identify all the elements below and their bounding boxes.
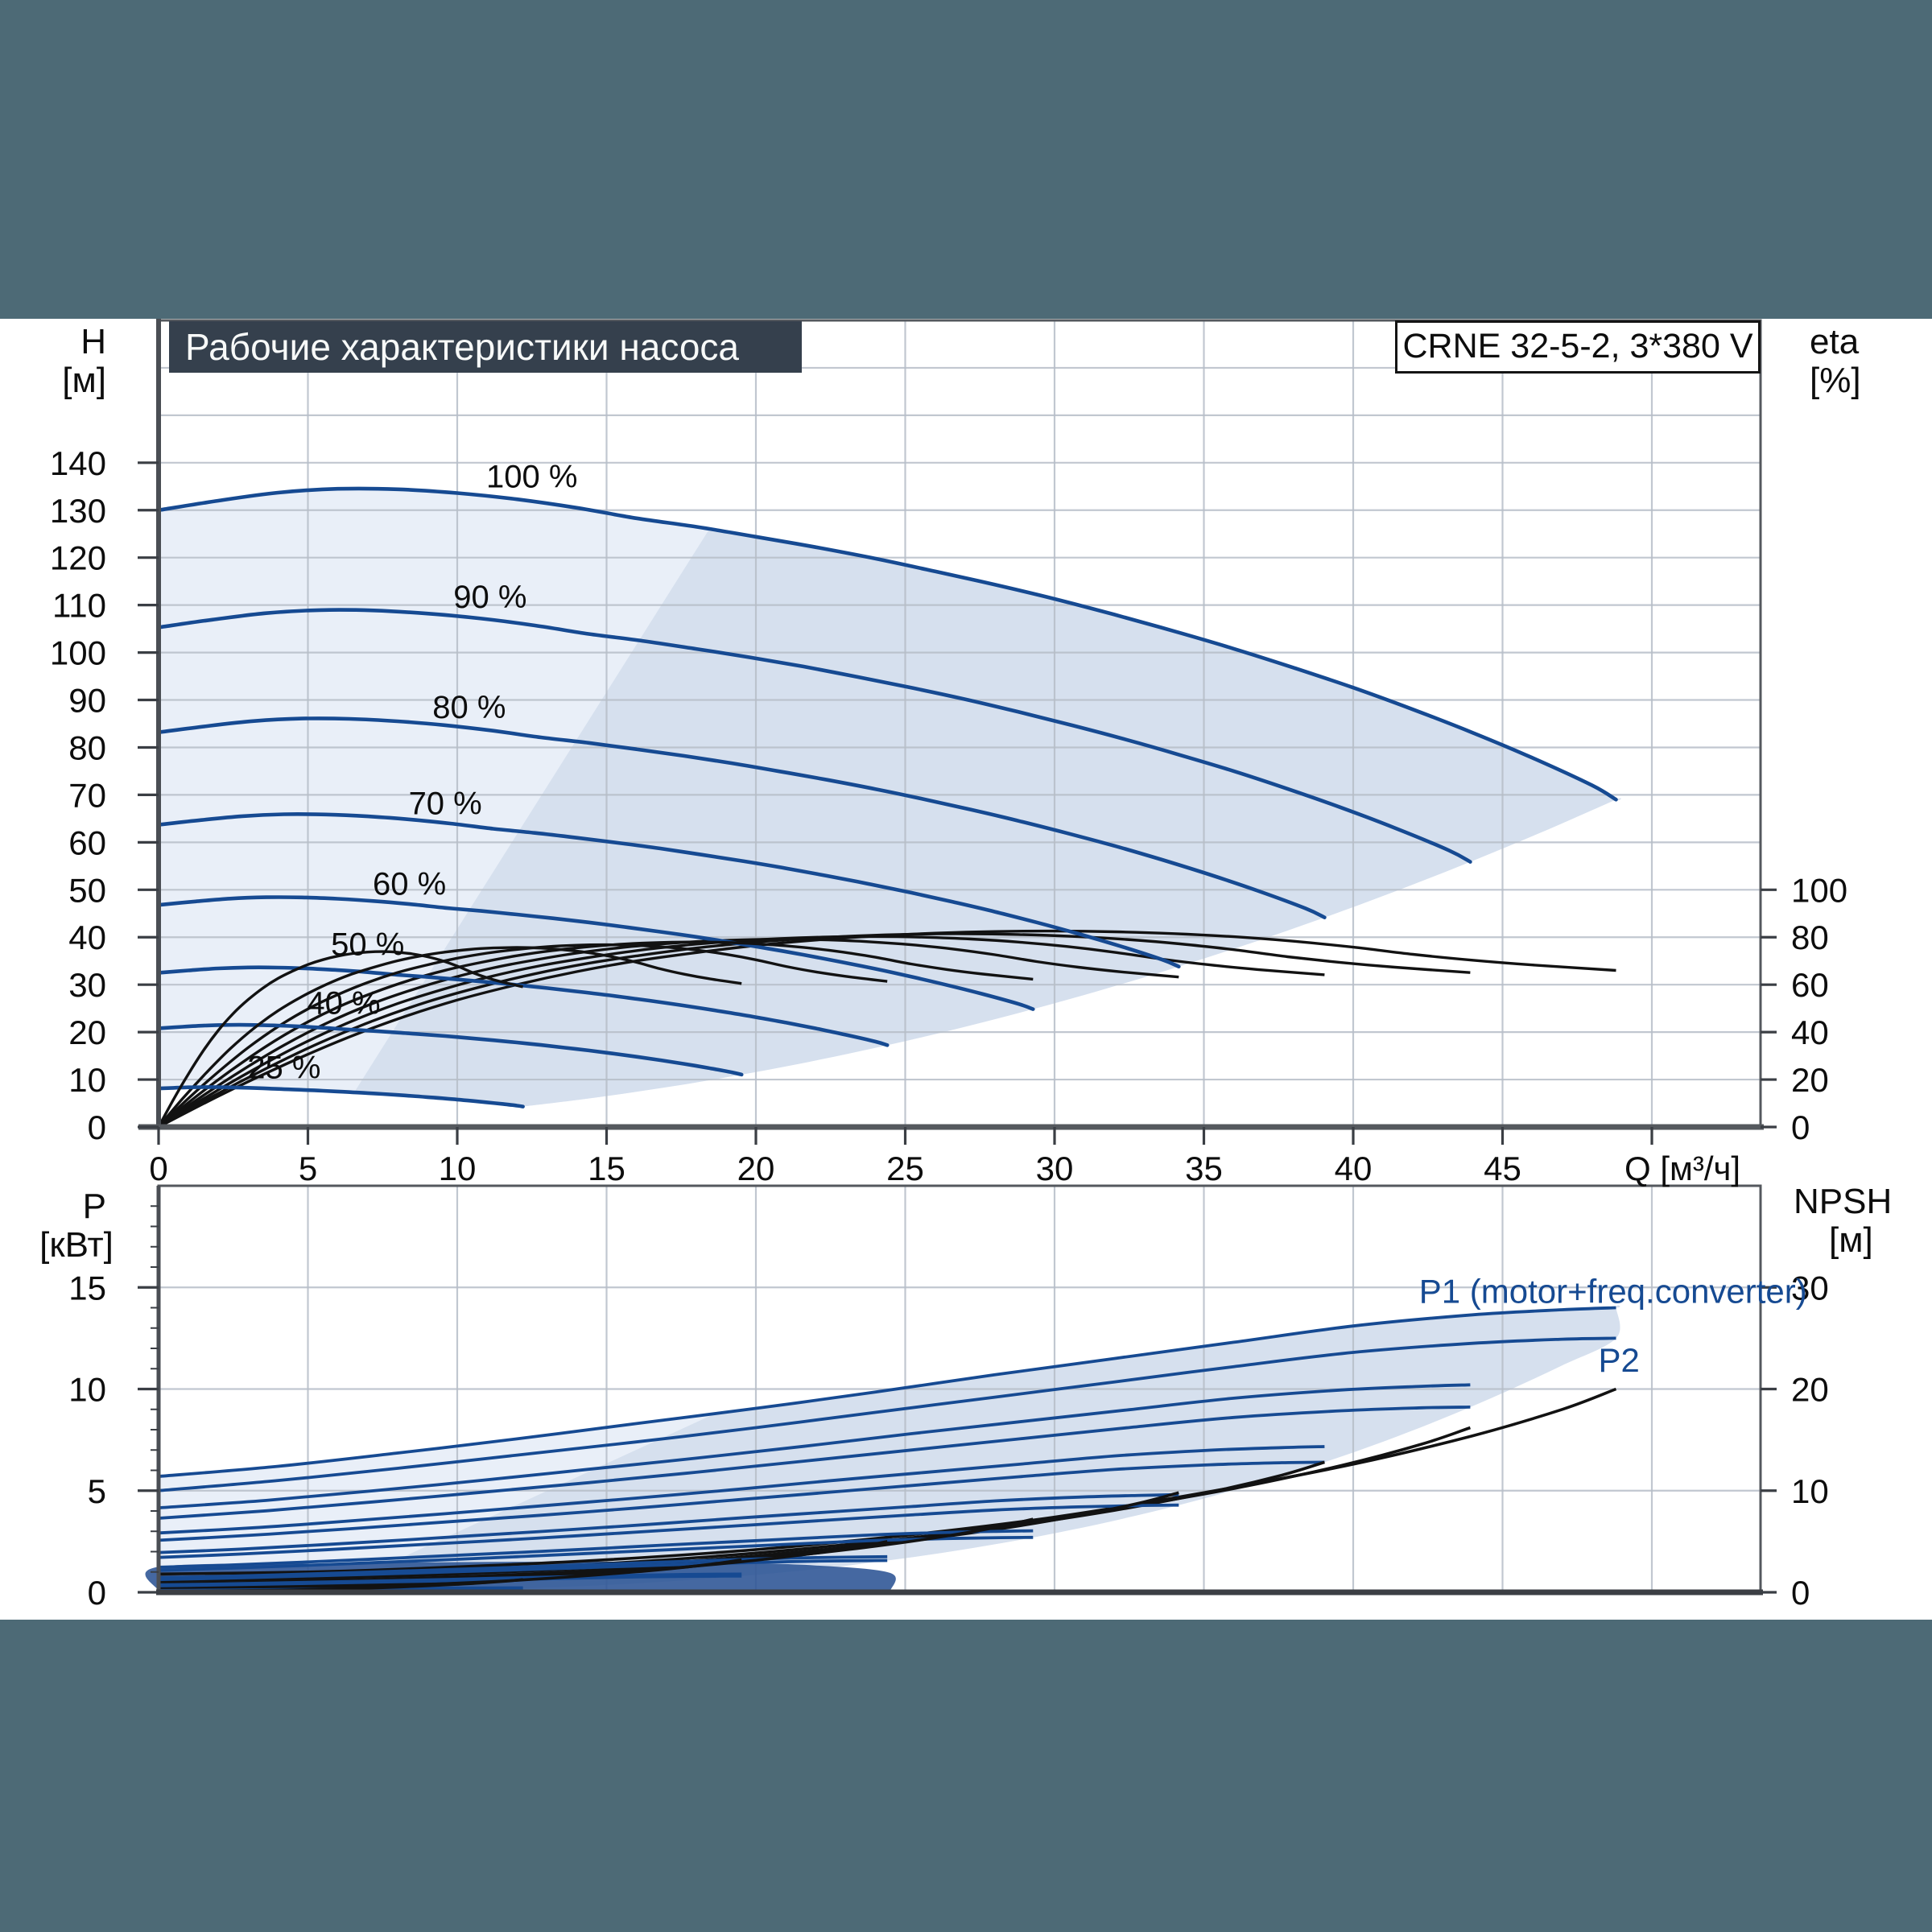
- p1-curve-90: [158, 1383, 1471, 1509]
- q-axis-title: Q [м³/ч]: [1624, 1150, 1741, 1187]
- top-y-left-tick-label: 0: [88, 1108, 106, 1146]
- h-curve-100: [156, 486, 1618, 802]
- pump-model-box: CRNE 32-5-2, 3*380 V: [1395, 320, 1761, 374]
- eta-curve-25: [157, 950, 523, 1128]
- top-x-tick-label: 35: [1185, 1150, 1223, 1187]
- top-envelope-duty: [354, 530, 1621, 1108]
- bottom-y-left-tick-label: 5: [88, 1472, 106, 1510]
- p2-curve-50: [158, 1558, 888, 1582]
- p1-curve-70: [158, 1492, 1179, 1554]
- p2-curve-90: [158, 1406, 1471, 1520]
- top-x-tick-label: 15: [588, 1150, 625, 1187]
- bottom-envelope-duty: [332, 1305, 1620, 1590]
- p1-curve-100: [158, 1306, 1616, 1478]
- top-y-left-tick-label: 80: [68, 729, 106, 766]
- h-curve-50: [156, 965, 890, 1047]
- top-x-tick-label: 5: [299, 1150, 317, 1187]
- bottom-y-right-tick-label: 0: [1791, 1574, 1810, 1612]
- p2-curve-100: [158, 1336, 1616, 1492]
- speed-label-50: 50 %: [331, 927, 404, 962]
- top-x-tick-label: 40: [1335, 1150, 1373, 1187]
- top-y-left-tick-label: 70: [68, 776, 106, 814]
- p1-curve-60: [158, 1529, 1034, 1569]
- bottom-y-left-tick-label: 15: [68, 1269, 106, 1307]
- top-y-left-tick-label: 140: [50, 444, 106, 482]
- h-curve-90: [156, 608, 1472, 864]
- p2-curve-40: [158, 1574, 742, 1587]
- npsh-curve-80: [158, 1460, 1325, 1583]
- top-y-left-tick-label: 50: [68, 871, 106, 909]
- top-y-right-tick-label: 100: [1791, 871, 1847, 909]
- top-y-left-tick-label: 40: [68, 919, 106, 956]
- p-axis-unit: [кВт]: [39, 1225, 114, 1265]
- top-y-left-tick-label: 60: [68, 824, 106, 861]
- bottom-y-left-tick-label: 10: [68, 1371, 106, 1409]
- p2-curve-80: [158, 1460, 1325, 1542]
- top-y-left-tick-label: 20: [68, 1013, 106, 1051]
- npsh-axis-unit: [м]: [1829, 1220, 1873, 1260]
- top-y-right-tick-label: 0: [1791, 1108, 1810, 1146]
- h-curve-25: [156, 1085, 525, 1108]
- top-y-right-tick-label: 40: [1791, 1013, 1829, 1051]
- top-y-left-tick-label: 110: [52, 587, 106, 625]
- top-y-right-tick-label: 60: [1791, 966, 1829, 1004]
- top-y-left-tick-label: 120: [50, 539, 106, 577]
- eta-curve-70: [158, 938, 1179, 1129]
- h-axis-unit: [м]: [62, 361, 106, 400]
- speed-label-90: 90 %: [453, 580, 526, 615]
- bottom-y-right-tick-label: 10: [1791, 1472, 1829, 1510]
- top-y-left-tick-label: 10: [68, 1061, 106, 1099]
- bottom-y-right-tick-label: 30: [1791, 1269, 1829, 1307]
- top-x-tick-label: 0: [149, 1150, 167, 1187]
- top-x-tick-label: 45: [1484, 1150, 1521, 1187]
- top-y-left-tick-label: 90: [68, 682, 106, 720]
- top-x-tick-label: 20: [737, 1150, 775, 1187]
- p1-curve-80: [158, 1445, 1325, 1535]
- speed-label-100: 100 %: [486, 459, 577, 494]
- speed-label-40: 40 %: [307, 986, 380, 1022]
- h-curve-60: [156, 895, 1035, 1011]
- top-y-right-tick-label: 80: [1791, 919, 1829, 956]
- p2-series-label: P2: [1599, 1341, 1640, 1379]
- h-curve-70: [156, 812, 1181, 968]
- p1-series-label: P1 (motor+freq.converter): [1419, 1272, 1807, 1310]
- top-y-right-tick-label: 20: [1791, 1061, 1829, 1099]
- speed-label-60: 60 %: [373, 867, 446, 902]
- h-curve-80: [156, 716, 1327, 919]
- top-x-tick-label: 25: [886, 1150, 924, 1187]
- eta-axis-title: eta: [1810, 322, 1860, 361]
- speed-label-80: 80 %: [432, 690, 506, 725]
- chart-title-bar: Рабочие характеристики насоса: [169, 321, 802, 373]
- top-x-tick-label: 30: [1036, 1150, 1074, 1187]
- speed-label-25: 25 %: [247, 1051, 320, 1086]
- npsh-axis-title: NPSH: [1794, 1182, 1893, 1221]
- top-x-tick-label: 10: [439, 1150, 477, 1187]
- top-y-left-tick-label: 30: [68, 966, 106, 1004]
- p-axis-title: P: [82, 1187, 106, 1226]
- eta-curve-40: [157, 946, 742, 1129]
- p1-curve-50: [158, 1554, 888, 1579]
- bottom-y-left-tick-label: 0: [88, 1574, 106, 1612]
- h-axis-title: H: [80, 322, 106, 361]
- eta-axis-unit: [%]: [1810, 361, 1861, 400]
- top-y-left-tick-label: 130: [50, 492, 106, 530]
- p2-curve-70: [158, 1503, 1179, 1559]
- bottom-y-right-tick-label: 20: [1791, 1371, 1829, 1409]
- speed-label-70: 70 %: [409, 786, 482, 821]
- top-y-left-tick-label: 100: [50, 634, 106, 672]
